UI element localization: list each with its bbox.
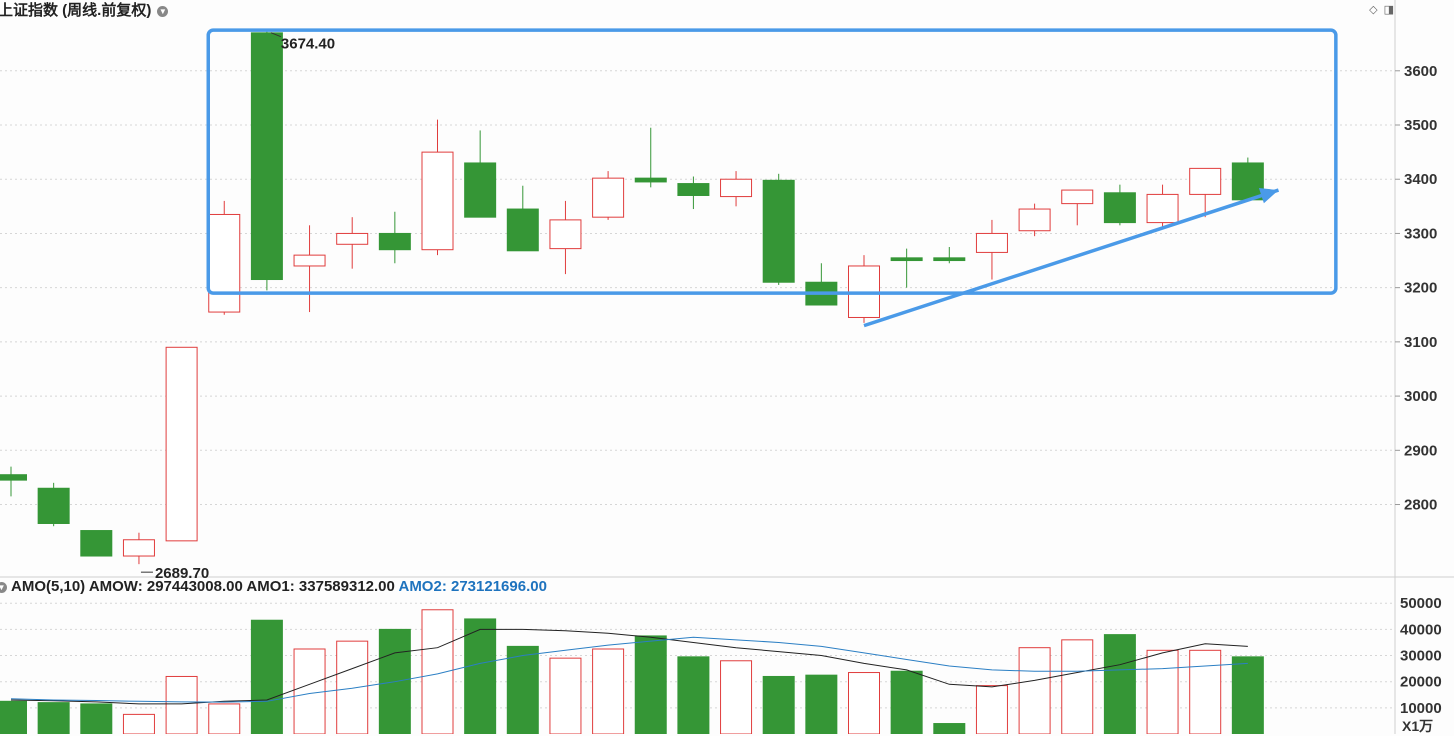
volume-tick-label: 20000 <box>1400 674 1442 691</box>
candle-down <box>80 530 113 557</box>
volume-bar-down <box>37 702 70 734</box>
volume-bar-down <box>80 703 113 734</box>
candle-down <box>378 232 411 251</box>
volume-bar-down <box>0 700 27 734</box>
volume-bar-down <box>250 619 283 734</box>
diamond-icon[interactable]: ◇ <box>1369 4 1378 16</box>
volume-bar-up <box>848 672 880 734</box>
amo2-value: AMO2: 273121696.00 <box>398 578 547 595</box>
volume-bar-up <box>421 609 454 734</box>
trend-arrow-head <box>1258 188 1279 204</box>
amo-label: AMO(5,10) <box>11 578 86 595</box>
trend-arrow-line <box>863 188 1280 328</box>
volume-bar-down <box>1103 634 1136 734</box>
chart-title: 上证指数 (周线.前复权) <box>0 2 152 19</box>
price-tick-label: 2900 <box>1404 442 1437 459</box>
volume-tick-label: 10000 <box>1400 700 1442 717</box>
price-tick-label: 3000 <box>1404 388 1437 405</box>
candle-up <box>1018 208 1051 232</box>
chart-title-bar: 上证指数 (周线.前复权) ▼ <box>0 0 1380 22</box>
price-tick-label: 2800 <box>1404 497 1437 514</box>
candle-down <box>762 179 795 283</box>
volume-bar-up <box>208 703 241 734</box>
amo-header: ▼ AMO(5,10) AMOW: 297443008.00 AMO1: 3375… <box>0 576 1395 598</box>
price-tick-label: 3600 <box>1404 63 1437 80</box>
amo-ma-line-2 <box>10 636 1248 703</box>
volume-bar-up <box>720 660 753 734</box>
volume-bar-up <box>1146 649 1179 734</box>
candle-up <box>592 177 625 218</box>
volume-bar-down <box>762 675 795 734</box>
candle-down <box>37 487 70 524</box>
amo1-value: AMO1: 337589312.00 <box>246 578 395 595</box>
volume-bar-down <box>1231 656 1264 734</box>
candle-up <box>1061 189 1094 205</box>
high-pointer <box>270 32 282 38</box>
volume-bar-up <box>1018 647 1051 734</box>
candle-down <box>0 474 27 481</box>
volume-bar-down <box>890 670 923 734</box>
candle-down <box>464 162 497 218</box>
volume-bar-up <box>975 685 1008 734</box>
price-tick-label: 3300 <box>1404 225 1437 242</box>
volume-bar-up <box>549 657 582 734</box>
candle-up <box>165 346 198 542</box>
volume-tick-label: 40000 <box>1400 621 1442 638</box>
candle-down <box>933 257 966 262</box>
volume-bar-up <box>165 675 198 734</box>
consolidation-box <box>206 28 1338 295</box>
candle-down <box>677 183 710 196</box>
price-tick-label: 3200 <box>1404 280 1437 297</box>
high-value-label: 3674.40 <box>281 36 335 53</box>
volume-bar-up <box>293 648 326 734</box>
volume-bar-up <box>1061 639 1094 734</box>
candle-down <box>634 177 667 183</box>
candle-up <box>975 232 1008 253</box>
volume-bar-down <box>677 656 710 734</box>
candle-up <box>1189 167 1222 195</box>
volume-bar-down <box>506 645 539 734</box>
candle-down <box>1103 192 1136 224</box>
window-controls: ◇ ◨ <box>1363 3 1394 16</box>
low-value-label: 2689.70 <box>155 565 209 582</box>
candle-down <box>250 32 283 281</box>
title-dropdown-icon[interactable]: ▼ <box>157 5 169 17</box>
price-tick-label: 3100 <box>1404 334 1437 351</box>
volume-bar-down <box>464 618 497 734</box>
candle-up <box>122 539 155 557</box>
volume-bar-down <box>634 635 667 734</box>
price-tick-label: 3500 <box>1404 117 1437 134</box>
amow-value: AMOW: 297443008.00 <box>88 578 243 595</box>
candle-up <box>208 213 241 313</box>
panel-toggle-icon[interactable]: ◨ <box>1383 4 1394 16</box>
candle-up <box>421 151 454 251</box>
volume-bar-down <box>805 674 838 734</box>
volume-bar-up <box>1189 649 1222 734</box>
candle-up <box>549 219 582 250</box>
volume-tick-label: 30000 <box>1400 648 1442 665</box>
price-tick-label: 3400 <box>1404 171 1437 188</box>
candle-down <box>506 208 539 252</box>
candle-up <box>720 178 753 198</box>
candle-up <box>293 254 326 267</box>
candle-up <box>1146 193 1179 224</box>
volume-bar-up <box>336 640 369 734</box>
candle-down <box>1231 162 1264 201</box>
volume-unit-label: X1万 <box>1402 718 1434 734</box>
amo-dropdown-icon[interactable]: ▼ <box>0 581 7 593</box>
volume-bar-up <box>122 713 155 734</box>
candle-up <box>336 232 369 245</box>
volume-tick-label: 50000 <box>1400 595 1442 612</box>
volume-bar-down <box>933 723 966 734</box>
volume-bar-up <box>592 648 625 734</box>
candle-down <box>890 257 923 262</box>
